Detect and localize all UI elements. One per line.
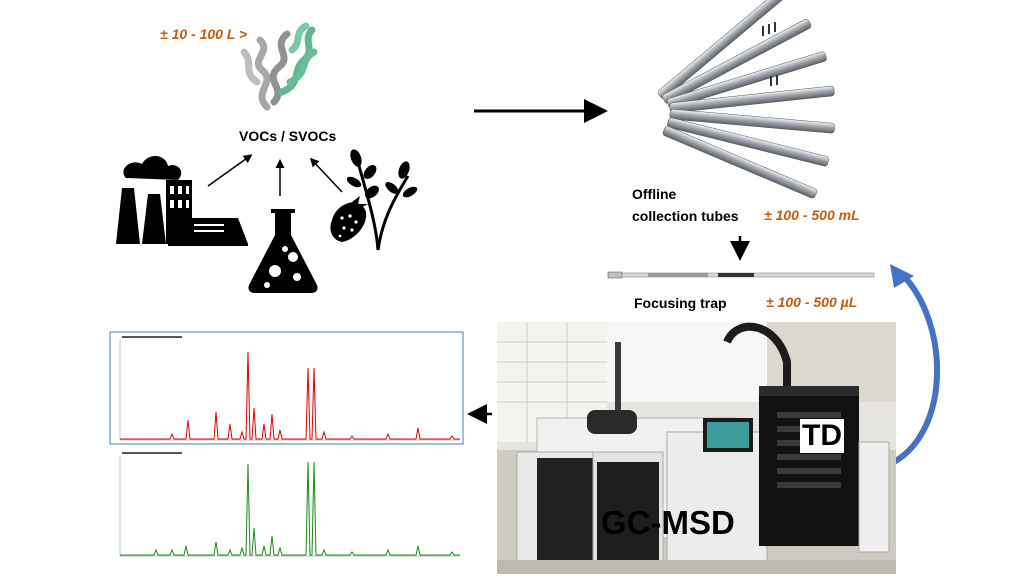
arrow-factory-to-vocs bbox=[207, 154, 253, 187]
plant-icon bbox=[346, 149, 418, 251]
curved-return-arrow bbox=[890, 264, 940, 465]
strawberry-icon bbox=[330, 196, 368, 242]
td-label: TD bbox=[800, 419, 844, 453]
tube-volume-label: ± 100 - 500 mL bbox=[764, 207, 860, 223]
focusing-trap-label: Focusing trap bbox=[634, 295, 727, 311]
smoke-icon bbox=[240, 22, 318, 111]
offline-label-line2: collection tubes bbox=[632, 208, 739, 224]
factory-icon bbox=[116, 155, 248, 246]
offline-label-line1: Offline bbox=[632, 186, 677, 202]
chromatogram-frame-top bbox=[109, 331, 464, 445]
chromatogram-green-trace bbox=[120, 461, 460, 556]
instrument-photo: TD GC-MSD bbox=[497, 322, 896, 574]
arrow-strawberry-to-vocs bbox=[309, 157, 343, 193]
trap-volume-label: ± 100 - 500 µL bbox=[766, 294, 858, 310]
vocs-label: VOCs / SVOCs bbox=[239, 128, 337, 144]
chromatogram-panel bbox=[109, 331, 464, 557]
air-volume-label: ± 10 - 100 L > bbox=[160, 26, 248, 42]
focusing-trap bbox=[607, 271, 875, 279]
flask-icon bbox=[248, 209, 318, 293]
gcmsd-label: GC-MSD bbox=[601, 504, 735, 541]
chromatogram-red-trace bbox=[120, 351, 460, 440]
collection-tubes bbox=[657, 0, 835, 199]
